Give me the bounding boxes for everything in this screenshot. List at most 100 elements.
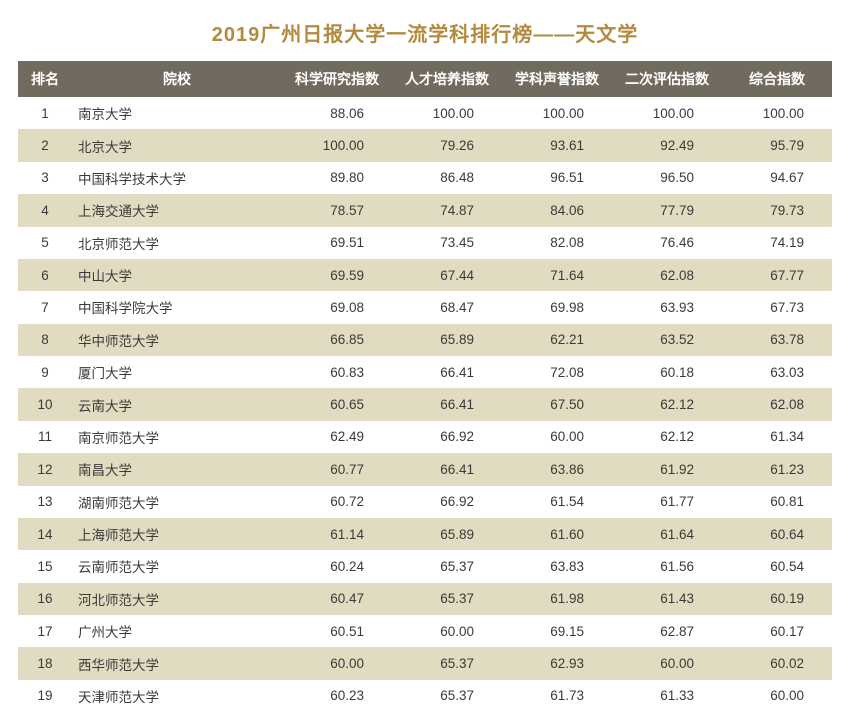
cell-secondary: 63.93 — [612, 291, 722, 323]
table-row: 5北京师范大学69.5173.4582.0876.4674.19 — [18, 227, 832, 259]
cell-school: 南昌大学 — [72, 453, 282, 485]
col-talent: 人才培养指数 — [392, 61, 502, 97]
cell-talent: 66.92 — [392, 486, 502, 518]
cell-school: 厦门大学 — [72, 356, 282, 388]
cell-overall: 60.17 — [722, 615, 832, 647]
table-row: 10云南大学60.6566.4167.5062.1262.08 — [18, 388, 832, 420]
cell-overall: 60.64 — [722, 518, 832, 550]
cell-reputation: 63.86 — [502, 453, 612, 485]
table-row: 17广州大学60.5160.0069.1562.8760.17 — [18, 615, 832, 647]
cell-secondary: 76.46 — [612, 227, 722, 259]
table-row: 7中国科学院大学69.0868.4769.9863.9367.73 — [18, 291, 832, 323]
cell-overall: 74.19 — [722, 227, 832, 259]
cell-research: 78.57 — [282, 194, 392, 226]
cell-research: 60.72 — [282, 486, 392, 518]
cell-school: 北京师范大学 — [72, 227, 282, 259]
cell-rank: 6 — [18, 259, 72, 291]
cell-secondary: 61.64 — [612, 518, 722, 550]
cell-secondary: 62.12 — [612, 388, 722, 420]
cell-talent: 65.89 — [392, 324, 502, 356]
cell-talent: 74.87 — [392, 194, 502, 226]
cell-school: 上海交通大学 — [72, 194, 282, 226]
cell-overall: 60.81 — [722, 486, 832, 518]
cell-overall: 61.23 — [722, 453, 832, 485]
cell-reputation: 69.98 — [502, 291, 612, 323]
cell-school: 中国科学院大学 — [72, 291, 282, 323]
cell-rank: 13 — [18, 486, 72, 518]
cell-secondary: 63.52 — [612, 324, 722, 356]
cell-secondary: 62.12 — [612, 421, 722, 453]
table-row: 8华中师范大学66.8565.8962.2163.5263.78 — [18, 324, 832, 356]
table-row: 6中山大学69.5967.4471.6462.0867.77 — [18, 259, 832, 291]
cell-rank: 12 — [18, 453, 72, 485]
cell-secondary: 61.77 — [612, 486, 722, 518]
cell-overall: 94.67 — [722, 162, 832, 194]
cell-overall: 63.78 — [722, 324, 832, 356]
col-research: 科学研究指数 — [282, 61, 392, 97]
cell-school: 南京师范大学 — [72, 421, 282, 453]
table-row: 18西华师范大学60.0065.3762.9360.0060.02 — [18, 647, 832, 679]
cell-research: 61.14 — [282, 518, 392, 550]
cell-talent: 66.41 — [392, 356, 502, 388]
cell-reputation: 82.08 — [502, 227, 612, 259]
cell-research: 89.80 — [282, 162, 392, 194]
table-row: 12南昌大学60.7766.4163.8661.9261.23 — [18, 453, 832, 485]
cell-secondary: 60.00 — [612, 647, 722, 679]
table-row: 11南京师范大学62.4966.9260.0062.1261.34 — [18, 421, 832, 453]
cell-secondary: 77.79 — [612, 194, 722, 226]
cell-talent: 66.41 — [392, 388, 502, 420]
cell-overall: 79.73 — [722, 194, 832, 226]
cell-talent: 66.41 — [392, 453, 502, 485]
cell-rank: 3 — [18, 162, 72, 194]
table-row: 4上海交通大学78.5774.8784.0677.7979.73 — [18, 194, 832, 226]
cell-school: 南京大学 — [72, 97, 282, 129]
cell-talent: 65.37 — [392, 680, 502, 712]
cell-school: 云南师范大学 — [72, 550, 282, 582]
table-row: 15云南师范大学60.2465.3763.8361.5660.54 — [18, 550, 832, 582]
cell-talent: 79.26 — [392, 129, 502, 161]
cell-rank: 7 — [18, 291, 72, 323]
cell-talent: 60.00 — [392, 615, 502, 647]
cell-reputation: 61.98 — [502, 583, 612, 615]
cell-research: 60.00 — [282, 647, 392, 679]
table-row: 16河北师范大学60.4765.3761.9861.4360.19 — [18, 583, 832, 615]
cell-school: 云南大学 — [72, 388, 282, 420]
cell-reputation: 67.50 — [502, 388, 612, 420]
cell-rank: 8 — [18, 324, 72, 356]
cell-reputation: 71.64 — [502, 259, 612, 291]
col-secondary: 二次评估指数 — [612, 61, 722, 97]
cell-school: 华中师范大学 — [72, 324, 282, 356]
cell-reputation: 84.06 — [502, 194, 612, 226]
cell-overall: 60.54 — [722, 550, 832, 582]
cell-talent: 65.89 — [392, 518, 502, 550]
cell-rank: 4 — [18, 194, 72, 226]
table-row: 19天津师范大学60.2365.3761.7361.3360.00 — [18, 680, 832, 712]
cell-school: 西华师范大学 — [72, 647, 282, 679]
cell-reputation: 63.83 — [502, 550, 612, 582]
cell-research: 60.65 — [282, 388, 392, 420]
col-overall: 综合指数 — [722, 61, 832, 97]
cell-school: 中山大学 — [72, 259, 282, 291]
cell-school: 河北师范大学 — [72, 583, 282, 615]
cell-rank: 16 — [18, 583, 72, 615]
col-reputation: 学科声誉指数 — [502, 61, 612, 97]
cell-overall: 60.19 — [722, 583, 832, 615]
cell-reputation: 100.00 — [502, 97, 612, 129]
ranking-table: 排名 院校 科学研究指数 人才培养指数 学科声誉指数 二次评估指数 综合指数 1… — [18, 61, 832, 712]
cell-research: 62.49 — [282, 421, 392, 453]
cell-school: 北京大学 — [72, 129, 282, 161]
cell-rank: 1 — [18, 97, 72, 129]
col-school: 院校 — [72, 61, 282, 97]
cell-research: 69.59 — [282, 259, 392, 291]
cell-rank: 14 — [18, 518, 72, 550]
cell-secondary: 62.08 — [612, 259, 722, 291]
cell-overall: 61.34 — [722, 421, 832, 453]
cell-overall: 62.08 — [722, 388, 832, 420]
cell-overall: 100.00 — [722, 97, 832, 129]
cell-research: 60.47 — [282, 583, 392, 615]
cell-research: 60.51 — [282, 615, 392, 647]
table-row: 2北京大学100.0079.2693.6192.4995.79 — [18, 129, 832, 161]
table-row: 14上海师范大学61.1465.8961.6061.6460.64 — [18, 518, 832, 550]
table-row: 1南京大学88.06100.00100.00100.00100.00 — [18, 97, 832, 129]
cell-rank: 10 — [18, 388, 72, 420]
